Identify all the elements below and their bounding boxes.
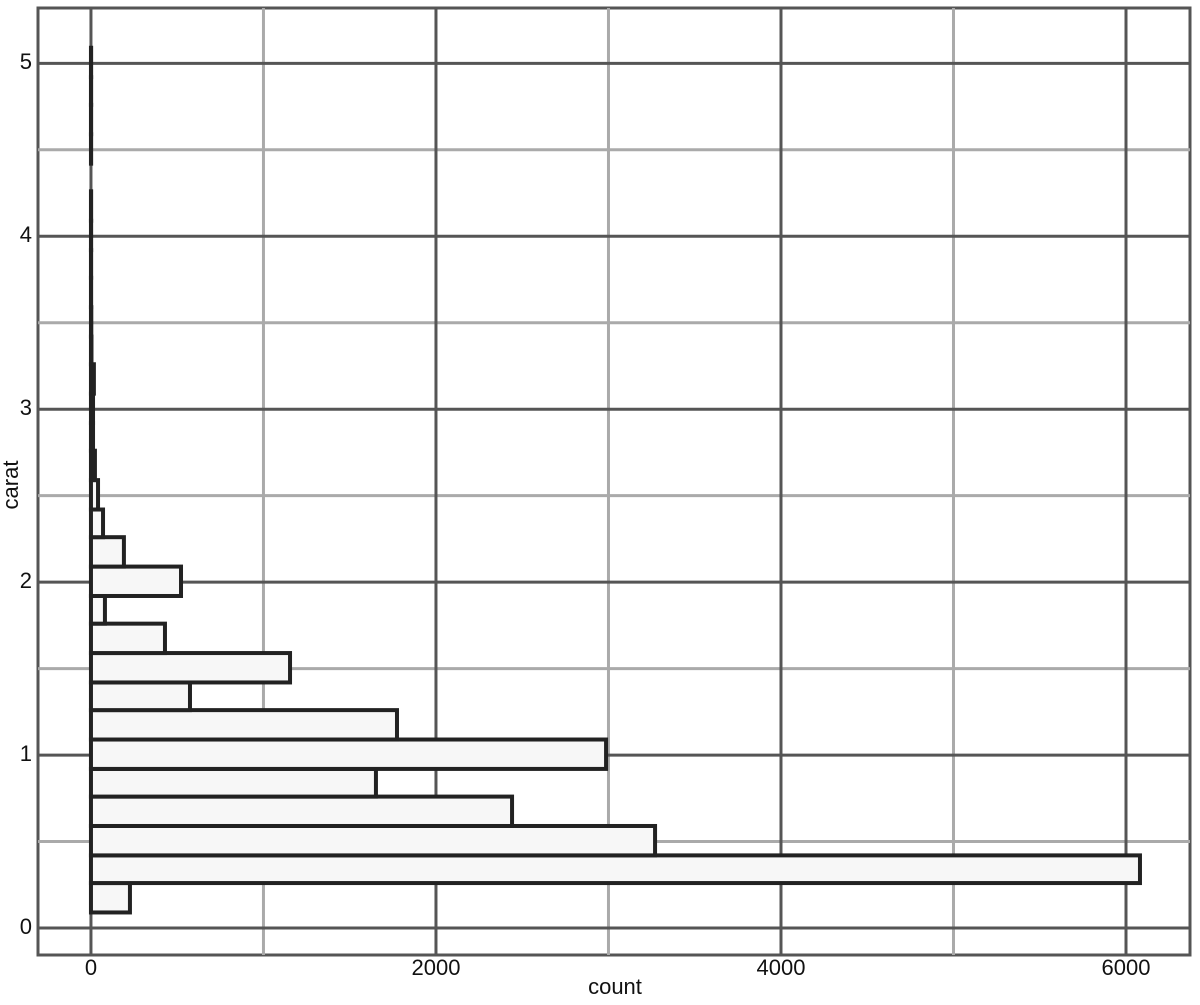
bar xyxy=(91,394,93,423)
y-axis-label: carat xyxy=(0,461,23,510)
y-tick-label: 2 xyxy=(20,568,32,593)
bar xyxy=(91,451,95,480)
x-tick-label: 0 xyxy=(85,955,97,980)
y-tick-label: 1 xyxy=(20,741,32,766)
bar xyxy=(91,596,105,624)
y-tick-label: 4 xyxy=(20,222,32,247)
y-tick-label: 5 xyxy=(20,49,32,74)
x-tick-label: 6000 xyxy=(1102,955,1151,980)
bar xyxy=(91,423,93,451)
bar xyxy=(91,567,181,596)
y-tick-label: 3 xyxy=(20,395,32,420)
bar xyxy=(91,797,512,826)
x-tick-label: 2000 xyxy=(411,955,460,980)
bar xyxy=(91,510,103,538)
bar xyxy=(91,537,124,566)
bar xyxy=(91,740,606,769)
bar xyxy=(91,624,165,653)
bar xyxy=(91,826,655,855)
bar xyxy=(91,364,94,393)
x-tick-label: 4000 xyxy=(757,955,806,980)
y-tick-label: 0 xyxy=(20,914,32,939)
bar xyxy=(91,480,98,509)
bar xyxy=(91,337,92,365)
bar xyxy=(91,710,397,739)
bar xyxy=(91,653,290,682)
bar xyxy=(91,883,130,912)
bar xyxy=(91,682,190,710)
x-axis-label: count xyxy=(588,974,642,999)
bar xyxy=(91,855,1140,883)
bar xyxy=(91,769,376,797)
